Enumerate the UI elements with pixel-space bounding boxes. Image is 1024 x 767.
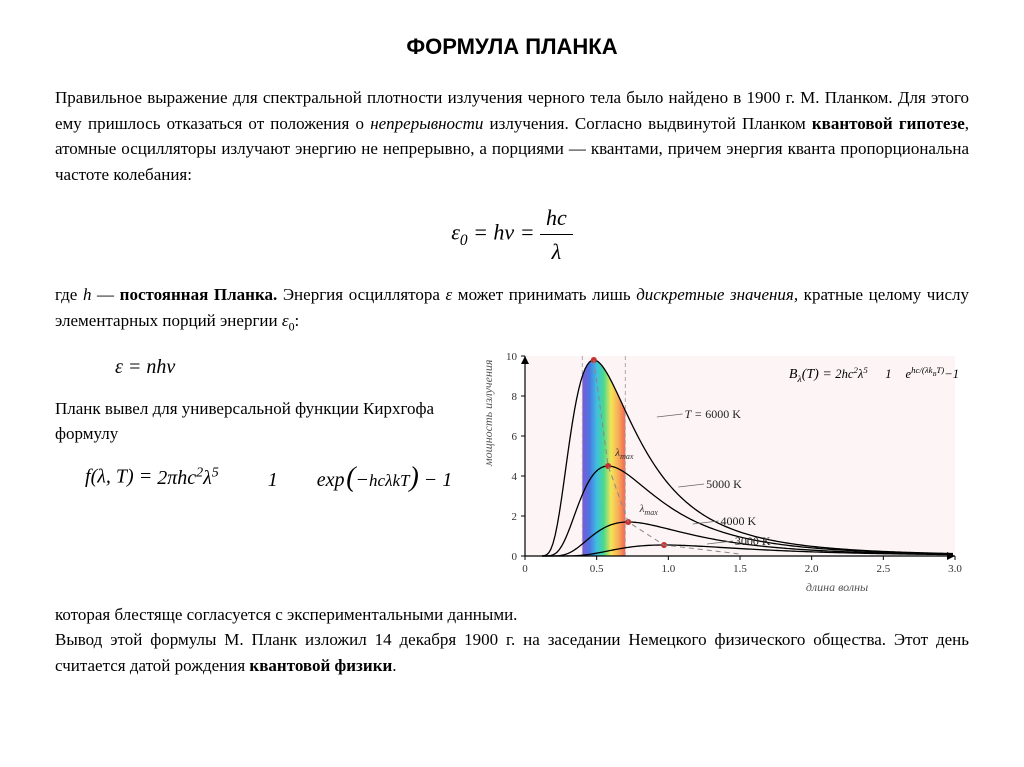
left-column: ε = nhν Планк вывел для универсальной фу… [55, 346, 475, 517]
p2l: : [295, 311, 300, 330]
svg-text:4000 K: 4000 K [721, 514, 757, 528]
svg-text:10: 10 [506, 351, 518, 363]
f3lhs: f(λ, T) = [85, 465, 152, 487]
content-row: ε = nhν Планк вывел для универсальной фу… [55, 346, 969, 596]
svg-text:0: 0 [512, 551, 518, 563]
blackbody-chart: мощность излучения 024681000.51.01.52.02… [485, 346, 969, 596]
paragraph-planck-constant: где h — постоянная Планка. Энергия осцил… [55, 282, 969, 336]
chart-formula-label: Bλ(T) = 2hc2λ5 1ehc/(λkBT)−1 [789, 364, 959, 388]
p2c: — [91, 285, 119, 304]
svg-text:6: 6 [512, 431, 518, 443]
svg-text:1.5: 1.5 [733, 563, 747, 575]
p3c: квантовой физики [249, 656, 392, 675]
p3a: которая блестяще согласуется с экспериме… [55, 605, 517, 624]
formula-planck-law: f(λ, T) = 2πhc2λ5 1 exp (−hcλkT) − 1 [85, 457, 475, 499]
svg-text:1.0: 1.0 [661, 563, 675, 575]
p2d: постоянная Планка. [120, 285, 278, 304]
svg-text:0.5: 0.5 [590, 563, 604, 575]
svg-text:0: 0 [522, 563, 528, 575]
svg-text:T = 6000 K: T = 6000 K [685, 407, 742, 421]
svg-text:4: 4 [512, 471, 518, 483]
p1d: квантовой гипотезе [812, 114, 965, 133]
p2h: дискретные значения, [636, 285, 798, 304]
p2e: Энергия осциллятора [277, 285, 445, 304]
svg-text:3.0: 3.0 [948, 563, 962, 575]
p2g: может принимать лишь [452, 285, 636, 304]
p2a: где [55, 285, 83, 304]
closing-paragraph: которая блестяще согласуется с экспериме… [55, 602, 969, 679]
svg-text:2: 2 [512, 511, 518, 523]
p1c: излучения. Согласно выдвинутой Планком [483, 114, 812, 133]
p3b: Вывод этой формулы М. Планк изложил 14 д… [55, 630, 969, 675]
svg-text:2.0: 2.0 [805, 563, 819, 575]
formula-epsilon: ε = nhν [115, 352, 475, 382]
y-axis-label: мощность излучения [479, 359, 497, 466]
kirchhoff-text: Планк вывел для универсальной функции Ки… [55, 396, 475, 447]
p3d: . [392, 656, 396, 675]
x-axis-label: длина волны [485, 578, 969, 596]
svg-text:3000 K: 3000 K [735, 534, 771, 548]
p2j: ε [282, 311, 289, 330]
intro-paragraph: Правильное выражение для спектральной пл… [55, 85, 969, 187]
page-title: ФОРМУЛА ПЛАНКА [55, 30, 969, 63]
svg-text:5000 K: 5000 K [706, 477, 742, 491]
p1b: непрерывности [370, 114, 483, 133]
svg-text:8: 8 [512, 391, 518, 403]
svg-text:2.5: 2.5 [876, 563, 890, 575]
formula-quantum-energy: ε0 = hν = hcλ [55, 201, 969, 268]
